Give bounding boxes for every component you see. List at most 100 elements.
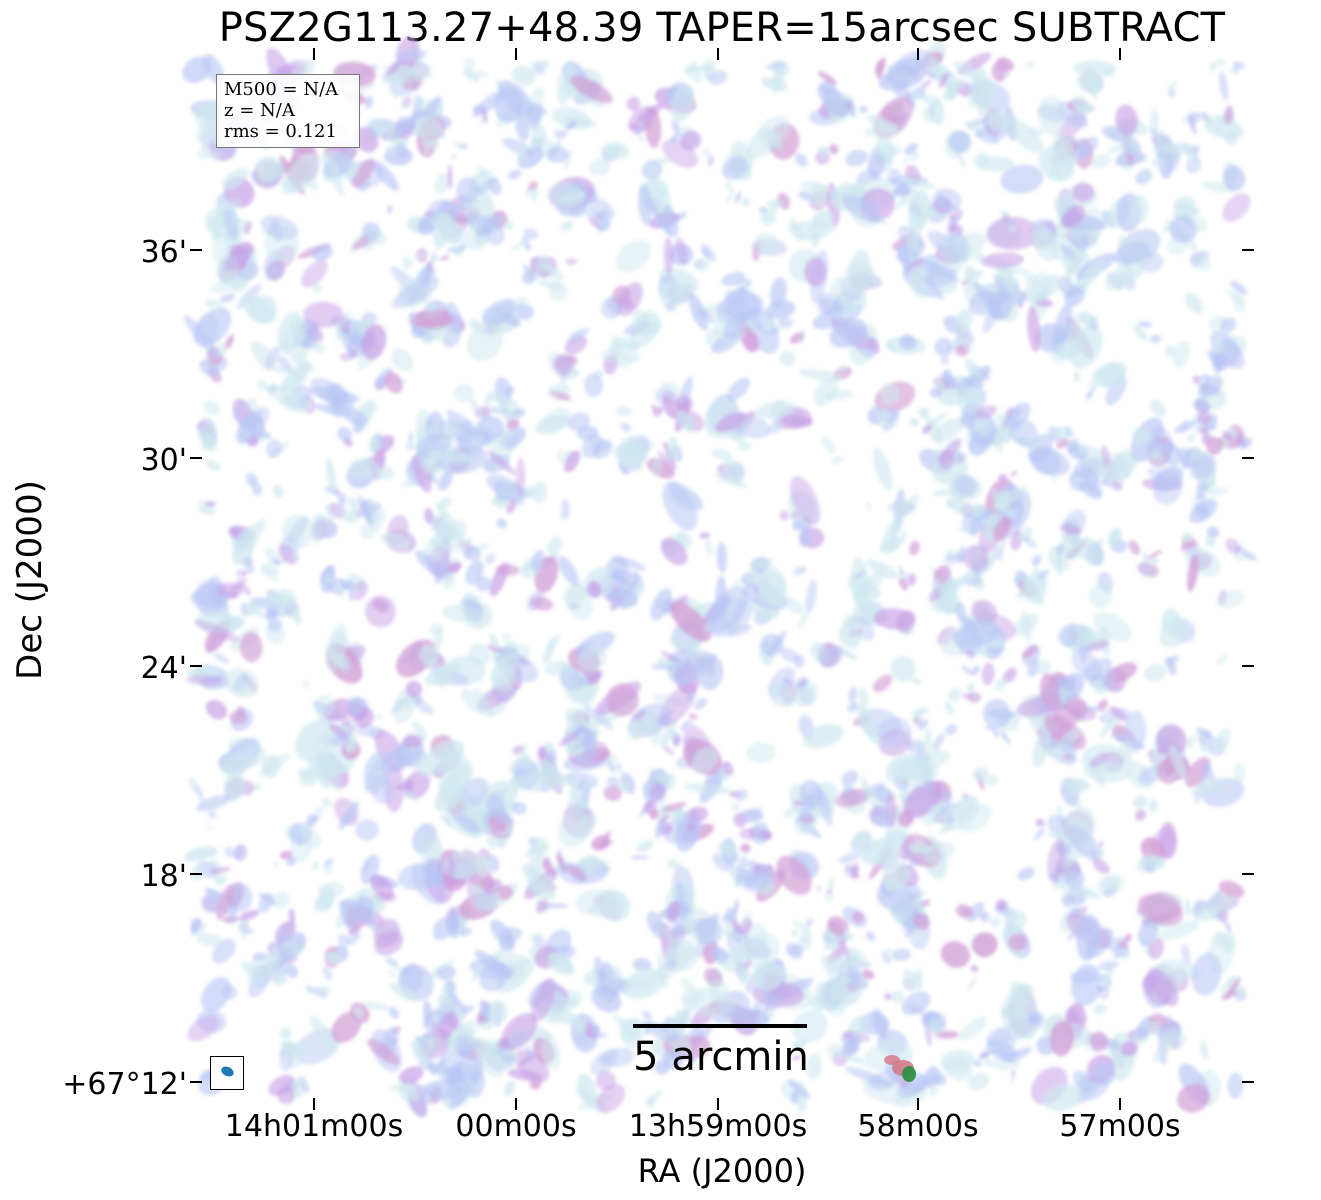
noise-blob: [952, 60, 981, 81]
noise-blob: [922, 424, 933, 435]
noise-blob: [950, 223, 963, 236]
noise-blob: [1221, 932, 1237, 954]
noise-blob: [1241, 550, 1257, 561]
noise-blob: [986, 216, 1040, 251]
noise-blob: [815, 884, 822, 894]
noise-blob: [1101, 480, 1112, 488]
noise-blob: [1195, 728, 1203, 736]
noise-blob: [581, 433, 604, 459]
noise-blob: [1222, 193, 1251, 222]
noise-blob: [660, 381, 682, 400]
noise-blob: [813, 377, 839, 406]
noise-blob: [817, 298, 837, 316]
noise-blob: [1079, 481, 1102, 500]
noise-blob: [948, 795, 976, 822]
noise-blob: [638, 184, 653, 226]
noise-blob: [320, 564, 335, 584]
noise-blob: [682, 257, 688, 265]
noise-blob: [340, 716, 351, 727]
noise-blob: [260, 563, 279, 575]
noise-blob: [669, 808, 684, 823]
noise-blob: [281, 942, 301, 957]
noise-blob: [1156, 724, 1187, 757]
noise-blob: [511, 408, 526, 419]
noise-blob: [845, 261, 877, 290]
noise-blob: [535, 253, 549, 277]
noise-blob: [737, 441, 752, 451]
noise-blob: [573, 815, 596, 841]
noise-blob: [220, 293, 236, 303]
noise-blob: [867, 114, 900, 136]
noise-blob: [605, 754, 618, 765]
noise-blob: [522, 235, 530, 249]
noise-blob: [651, 457, 663, 477]
noise-blob: [430, 251, 436, 263]
noise-blob: [398, 1066, 424, 1084]
noise-blob: [1169, 745, 1187, 779]
noise-blob: [337, 426, 352, 442]
noise-blob: [621, 1017, 643, 1043]
noise-blob: [1141, 168, 1151, 180]
noise-blob: [721, 271, 746, 287]
noise-blob: [200, 976, 232, 1013]
noise-blob: [894, 49, 932, 75]
noise-blob: [1008, 224, 1017, 233]
noise-blob: [727, 377, 751, 401]
noise-blob: [397, 862, 441, 891]
noise-blob: [484, 878, 502, 895]
noise-blob: [963, 265, 976, 284]
noise-blob: [475, 576, 492, 592]
noise-blob: [484, 553, 496, 565]
noise-blob: [1020, 610, 1033, 643]
noise-blob: [260, 215, 299, 240]
noise-blob: [449, 1082, 472, 1110]
noise-blob: [314, 403, 352, 418]
noise-blob: [1138, 766, 1162, 785]
noise-blob: [288, 351, 315, 373]
noise-blob: [779, 351, 796, 366]
noise-blob: [798, 528, 811, 548]
noise-blob: [208, 810, 217, 820]
noise-blob: [833, 953, 860, 969]
noise-blob: [538, 103, 544, 119]
noise-blob: [1018, 290, 1028, 305]
noise-blob: [496, 482, 535, 499]
noise-blob: [791, 929, 798, 937]
noise-blob: [858, 106, 869, 113]
noise-blob: [1063, 866, 1085, 890]
noise-blob: [1199, 375, 1224, 398]
noise-blob: [1148, 467, 1174, 491]
noise-blob: [506, 499, 517, 514]
noise-blob: [185, 848, 220, 860]
noise-blob: [346, 346, 357, 359]
noise-blob: [940, 941, 971, 968]
noise-blob: [722, 761, 734, 776]
noise-blob: [662, 481, 698, 531]
beam-ellipse: [219, 1064, 236, 1079]
noise-blob: [592, 1024, 600, 1032]
noise-blob: [998, 1043, 1016, 1062]
noise-blob: [908, 190, 931, 230]
noise-blob: [636, 840, 654, 853]
noise-blob: [865, 559, 898, 580]
noise-blob: [652, 166, 660, 173]
noise-blob: [912, 92, 920, 102]
noise-blob: [514, 303, 534, 320]
noise-blob: [301, 259, 328, 288]
noise-blob: [830, 276, 855, 302]
noise-blob: [603, 785, 622, 802]
noise-blob: [1184, 292, 1204, 314]
noise-blob: [402, 256, 413, 270]
noise-blob: [760, 210, 776, 226]
noise-blob: [766, 1010, 775, 1020]
noise-blob: [447, 164, 453, 190]
noise-blob: [632, 309, 652, 336]
noise-blob: [531, 977, 556, 1022]
noise-blob: [759, 419, 768, 428]
noise-blob: [799, 930, 812, 943]
noise-blob: [205, 150, 223, 160]
noise-blob: [553, 353, 573, 376]
noise-blob: [838, 851, 862, 864]
noise-blob: [546, 146, 569, 163]
noise-blob: [268, 1074, 295, 1096]
